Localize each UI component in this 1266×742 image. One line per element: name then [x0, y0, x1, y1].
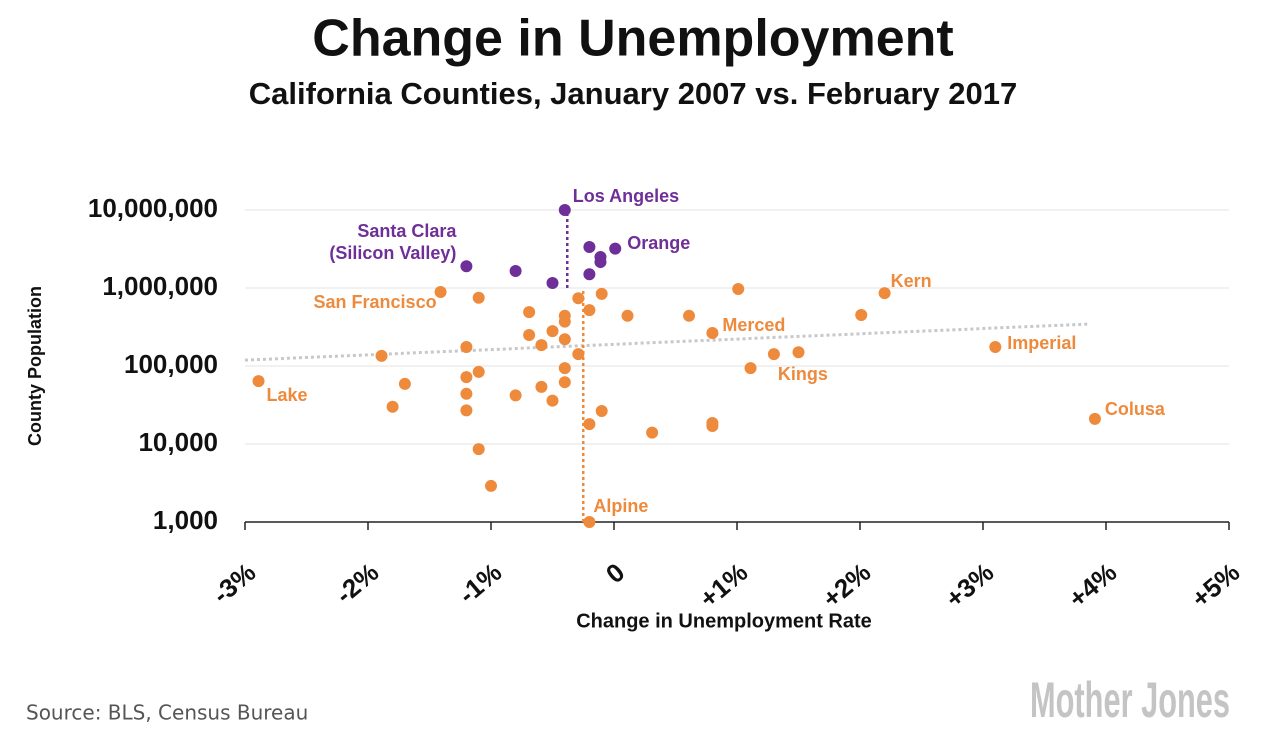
- point: [558, 333, 571, 346]
- y-tick-label: 10,000,000: [88, 193, 218, 223]
- logo: Mother Jones: [1030, 672, 1230, 728]
- point: [683, 309, 696, 322]
- point-label: Imperial: [1007, 333, 1077, 354]
- point: [523, 328, 536, 341]
- x-tick-label: 0: [600, 557, 630, 589]
- point: [572, 348, 585, 361]
- point: [646, 426, 659, 439]
- point: [594, 256, 607, 269]
- point: [460, 371, 473, 384]
- point: [485, 479, 497, 492]
- point: [434, 285, 447, 298]
- x-tick-label: -3%: [207, 557, 262, 610]
- trendline: [244, 322, 1091, 362]
- point: [460, 404, 473, 417]
- x-tick-label: +3%: [940, 557, 1000, 614]
- point: [375, 349, 388, 362]
- point: [472, 443, 485, 456]
- chart-title: Change in Unemployment: [312, 10, 953, 68]
- y-tick-label: 10,000: [138, 427, 218, 457]
- point: [609, 242, 622, 255]
- point: [583, 516, 596, 528]
- point-label: Santa Clara (Silicon Valley): [329, 221, 457, 264]
- point: [583, 304, 596, 317]
- source: Source: BLS, Census Bureau: [26, 701, 308, 725]
- point: [509, 389, 522, 402]
- point-label: Kern: [890, 271, 932, 292]
- y-tick-label: 100,000: [124, 349, 218, 379]
- point: [472, 291, 485, 304]
- point: [767, 348, 780, 361]
- point: [583, 418, 596, 431]
- point-label: Kings: [777, 364, 828, 385]
- x-tick-label: +1%: [694, 557, 754, 614]
- point: [583, 240, 596, 253]
- point-label: Los Angeles: [572, 186, 680, 206]
- point: [386, 400, 399, 413]
- point-label: Lake: [266, 385, 308, 406]
- point: [572, 292, 585, 305]
- point: [732, 283, 745, 296]
- x-axis-label: Change in Unemployment Rate: [576, 610, 872, 632]
- point: [460, 387, 473, 400]
- point-label: Orange: [627, 232, 691, 253]
- point: [706, 326, 719, 339]
- point-label: Alpine: [593, 496, 649, 516]
- y-tick-label: 1,000: [153, 505, 218, 535]
- point: [558, 315, 571, 328]
- point: [595, 287, 608, 300]
- point: [252, 375, 265, 388]
- point-label: San Francisco: [313, 291, 437, 312]
- point: [989, 341, 1002, 354]
- point: [546, 325, 559, 338]
- point: [398, 377, 411, 390]
- point: [535, 380, 548, 393]
- point-label: Merced: [722, 314, 786, 335]
- point-label: Colusa: [1104, 398, 1165, 419]
- point: [558, 362, 571, 375]
- x-tick-label: +4%: [1063, 557, 1123, 614]
- point: [523, 306, 536, 319]
- point: [509, 265, 522, 278]
- point: [535, 339, 548, 352]
- point: [878, 287, 891, 300]
- point: [546, 276, 559, 289]
- point: [744, 362, 757, 375]
- y-axis-label: County Population: [25, 286, 45, 446]
- point: [583, 268, 596, 281]
- x-tick-label: +2%: [817, 557, 877, 614]
- point: [472, 365, 485, 378]
- point: [706, 420, 719, 433]
- chart-subtitle: California Counties, January 2007 vs. Fe…: [249, 76, 1017, 111]
- x-tick-label: -2%: [330, 557, 385, 610]
- point: [546, 394, 559, 407]
- y-tick-label: 1,000,000: [102, 271, 218, 301]
- point: [460, 260, 473, 273]
- point: [595, 404, 608, 417]
- point: [1088, 412, 1101, 425]
- x-tick-label: -1%: [453, 557, 508, 610]
- point: [460, 341, 473, 354]
- point: [792, 346, 805, 359]
- point: [621, 309, 634, 322]
- point: [558, 376, 571, 389]
- point: [558, 204, 571, 216]
- x-tick-label: +5%: [1186, 557, 1246, 614]
- point: [855, 309, 868, 322]
